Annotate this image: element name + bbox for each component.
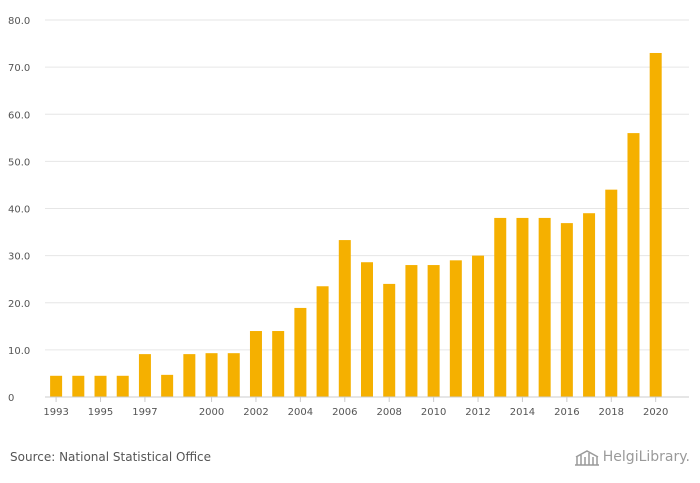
- bar-2016: [560, 223, 573, 397]
- y-tick-label: 30.0: [8, 252, 30, 263]
- x-tick-label: 2004: [288, 407, 313, 418]
- y-tick-label: 70.0: [8, 63, 30, 74]
- x-tick-label: 2010: [421, 407, 446, 418]
- y-tick-label: 80.0: [8, 16, 30, 27]
- bar-2020: [649, 52, 662, 398]
- y-tick-label: 50.0: [8, 157, 30, 168]
- bar-2012: [472, 255, 485, 397]
- x-tick-label: 2012: [465, 407, 490, 418]
- bar-chart: 010.020.030.040.050.060.070.080.0 1993 19…: [8, 16, 689, 418]
- x-tick-label: 1995: [88, 407, 113, 418]
- bar-1996: [116, 375, 129, 397]
- bar-2008: [383, 283, 396, 397]
- source-note: Source: National Statistical Office: [10, 450, 212, 464]
- logo-text: HelgiLibrary.: [602, 449, 690, 465]
- bar-2014: [516, 217, 529, 397]
- bar-2017: [583, 213, 596, 397]
- bar-2018: [605, 189, 618, 397]
- x-axis: 1993 1995 1997 2000 2002 2004 2006 2008 2010 2012…: [43, 397, 668, 418]
- helgi-library-logo: HelgiLibrary.: [574, 448, 690, 466]
- x-tick-label: 2000: [199, 407, 224, 418]
- y-tick-label: 40.0: [8, 205, 30, 216]
- x-tick-label: 2008: [376, 407, 401, 418]
- bar-1997: [138, 354, 151, 397]
- gridlines: [45, 19, 689, 351]
- bar-1993: [50, 375, 63, 397]
- bar-1998: [161, 374, 174, 397]
- bar-2009: [405, 265, 418, 397]
- x-tick-label: 2016: [554, 407, 579, 418]
- bar-2005: [316, 286, 329, 397]
- bar-2002: [249, 331, 262, 397]
- y-tick-label: 0: [8, 393, 14, 404]
- x-tick-label: 2018: [599, 407, 624, 418]
- y-tick-label: 10.0: [8, 346, 30, 357]
- bar-2000: [205, 353, 218, 397]
- bar-1995: [94, 375, 107, 397]
- bar-2007: [361, 262, 373, 397]
- x-tick-label: 2002: [243, 407, 268, 418]
- bar-1994: [72, 375, 85, 397]
- bar-2006: [338, 240, 351, 397]
- bar-1999: [183, 354, 196, 397]
- bar-2013: [494, 217, 507, 397]
- bars: [50, 52, 662, 398]
- bar-2004: [294, 307, 307, 397]
- x-tick-label: 1993: [43, 407, 68, 418]
- x-tick-label: 1997: [132, 407, 157, 418]
- bar-2010: [427, 265, 440, 397]
- bar-2015: [538, 217, 551, 397]
- bar-2001: [227, 353, 240, 397]
- library-building-icon: [574, 450, 599, 466]
- bar-2011: [449, 260, 462, 397]
- bar-2003: [272, 331, 285, 397]
- bar-2019: [627, 133, 640, 397]
- x-tick-label: 2006: [332, 407, 357, 418]
- y-tick-label: 20.0: [8, 299, 30, 310]
- x-tick-label: 2014: [510, 407, 535, 418]
- y-axis: 0 10.0 20.0 30.0 40.0 50.0 60.0 70.0 80.0: [8, 16, 30, 404]
- x-tick-label: 2020: [643, 407, 668, 418]
- y-tick-label: 60.0: [8, 110, 30, 121]
